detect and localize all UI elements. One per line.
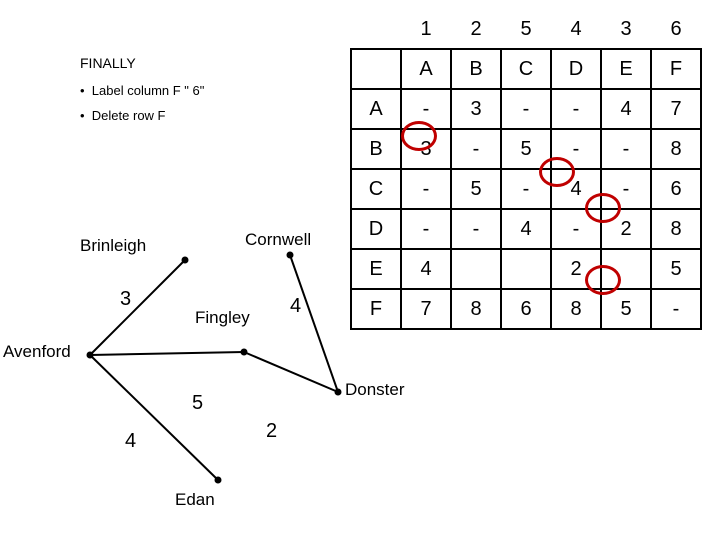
graph-node bbox=[335, 389, 342, 396]
graph-edge bbox=[90, 352, 244, 355]
graph-node-label: Brinleigh bbox=[80, 236, 146, 256]
graph-edge-label: 2 bbox=[266, 420, 277, 443]
graph-node bbox=[87, 352, 94, 359]
graph-edge bbox=[290, 255, 338, 392]
graph-node bbox=[287, 252, 294, 259]
graph-node-label: Avenford bbox=[3, 342, 71, 362]
graph-edge bbox=[244, 352, 338, 392]
graph-edge bbox=[90, 260, 185, 355]
graph-node-label: Donster bbox=[345, 380, 405, 400]
graph-node-label: Edan bbox=[175, 490, 215, 510]
graph-node bbox=[215, 477, 222, 484]
graph-node bbox=[182, 257, 189, 264]
graph-edge-label: 4 bbox=[290, 295, 301, 318]
graph-edge-label: 5 bbox=[192, 392, 203, 415]
graph-diagram bbox=[0, 0, 720, 540]
graph-edge bbox=[90, 355, 218, 480]
graph-node-label: Cornwell bbox=[245, 230, 311, 250]
graph-node bbox=[241, 349, 248, 356]
graph-node-label: Fingley bbox=[195, 308, 250, 328]
graph-edge-label: 3 bbox=[120, 288, 131, 311]
graph-edge-label: 4 bbox=[125, 430, 136, 453]
